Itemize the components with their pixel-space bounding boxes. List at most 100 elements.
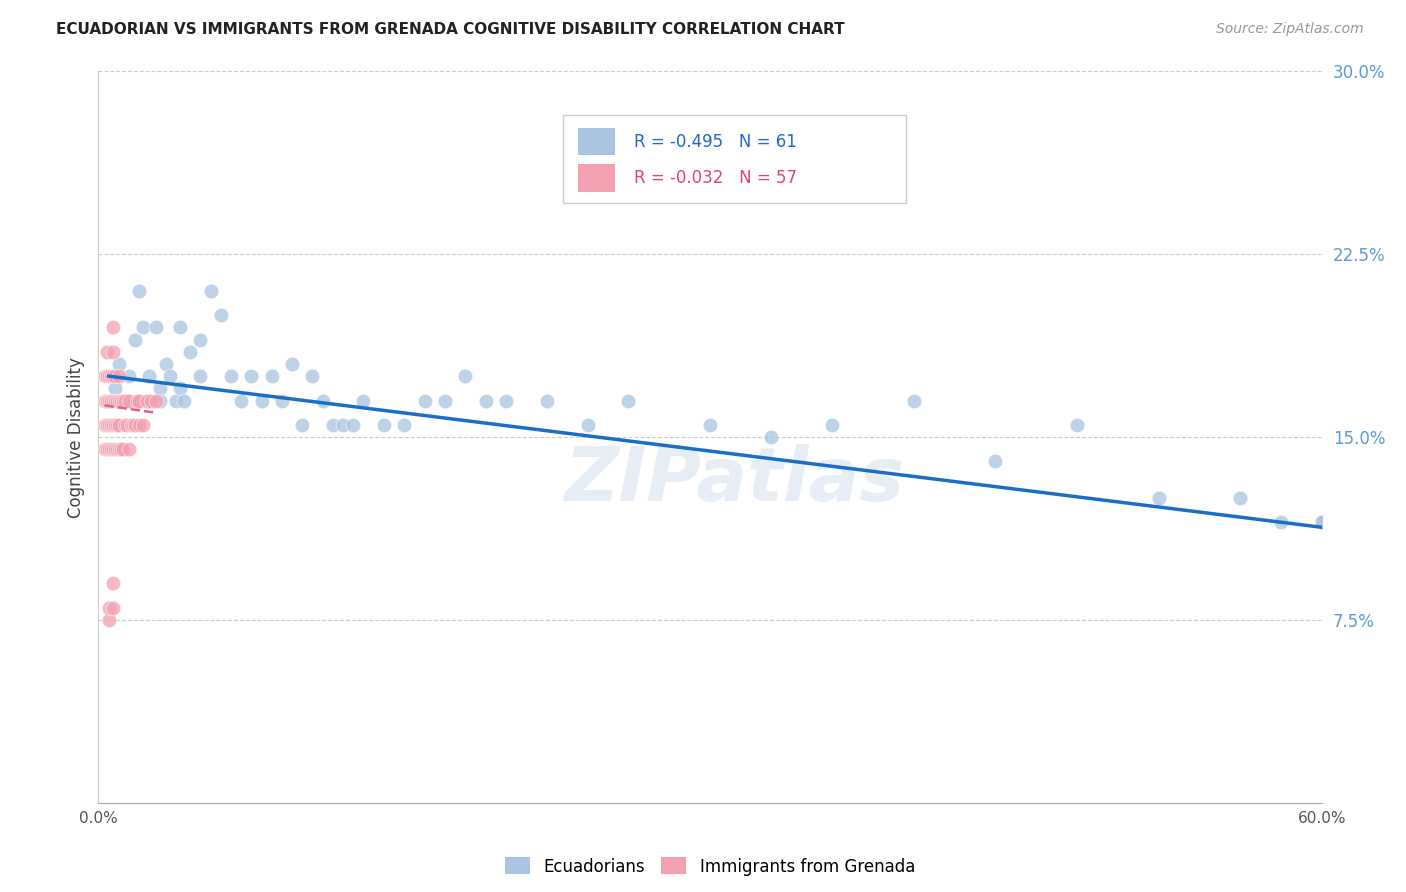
- Point: [1270, 516, 1292, 530]
- Point: [240, 369, 263, 384]
- Point: [145, 393, 167, 408]
- Point: [352, 393, 374, 408]
- Point: [124, 417, 146, 432]
- Point: [97, 369, 120, 384]
- Point: [821, 417, 844, 432]
- Point: [165, 393, 187, 408]
- Point: [200, 284, 222, 298]
- Point: [118, 369, 141, 384]
- Point: [96, 442, 118, 457]
- Point: [111, 442, 134, 457]
- Point: [128, 417, 150, 432]
- Point: [111, 393, 134, 408]
- Point: [169, 381, 191, 395]
- Point: [115, 417, 138, 432]
- Point: [110, 442, 132, 457]
- Point: [159, 369, 181, 384]
- Point: [97, 613, 120, 627]
- Point: [761, 430, 783, 444]
- Point: [101, 600, 124, 615]
- Point: [138, 369, 160, 384]
- Point: [373, 417, 395, 432]
- Point: [108, 357, 131, 371]
- Point: [120, 417, 142, 432]
- Point: [1229, 491, 1251, 505]
- Point: [128, 393, 150, 408]
- Point: [454, 369, 477, 384]
- Point: [101, 320, 124, 334]
- Point: [219, 369, 242, 384]
- Point: [96, 369, 118, 384]
- Point: [104, 381, 127, 395]
- Point: [322, 417, 344, 432]
- Point: [332, 417, 354, 432]
- Point: [188, 369, 212, 384]
- Point: [101, 417, 124, 432]
- Point: [100, 417, 122, 432]
- Point: [101, 576, 124, 591]
- Point: [105, 393, 128, 408]
- Point: [93, 369, 115, 384]
- Text: R = -0.495   N = 61: R = -0.495 N = 61: [634, 133, 797, 151]
- Text: ZIPatlas: ZIPatlas: [564, 444, 904, 517]
- Point: [576, 417, 599, 432]
- Point: [101, 369, 124, 384]
- Point: [96, 417, 118, 432]
- Point: [105, 417, 128, 432]
- Point: [136, 393, 159, 408]
- Point: [104, 369, 127, 384]
- Point: [312, 393, 335, 408]
- Point: [1310, 516, 1333, 530]
- Point: [104, 417, 127, 432]
- Point: [93, 417, 115, 432]
- Point: [173, 393, 195, 408]
- Point: [188, 333, 212, 347]
- Point: [270, 393, 294, 408]
- Point: [114, 417, 136, 432]
- Text: R = -0.032   N = 57: R = -0.032 N = 57: [634, 169, 797, 187]
- Point: [118, 393, 141, 408]
- Point: [149, 381, 172, 395]
- Bar: [578, 164, 614, 192]
- Point: [141, 393, 163, 408]
- Point: [97, 600, 120, 615]
- Point: [132, 417, 155, 432]
- Point: [105, 442, 128, 457]
- Point: [104, 393, 127, 408]
- Point: [281, 357, 304, 371]
- Point: [169, 320, 191, 334]
- Point: [108, 417, 131, 432]
- Point: [495, 393, 517, 408]
- Point: [231, 393, 253, 408]
- Point: [155, 357, 177, 371]
- Point: [342, 417, 364, 432]
- Point: [1147, 491, 1170, 505]
- Point: [100, 369, 122, 384]
- Point: [97, 442, 120, 457]
- Point: [138, 393, 160, 408]
- FancyBboxPatch shape: [564, 115, 905, 203]
- Point: [127, 393, 149, 408]
- Point: [903, 393, 925, 408]
- Point: [128, 284, 150, 298]
- Point: [97, 417, 120, 432]
- Point: [93, 393, 115, 408]
- Point: [111, 393, 134, 408]
- Point: [984, 454, 1007, 468]
- Point: [128, 393, 150, 408]
- Point: [110, 393, 132, 408]
- Point: [209, 308, 232, 322]
- Point: [132, 320, 155, 334]
- Point: [101, 442, 124, 457]
- Point: [434, 393, 457, 408]
- Text: ECUADORIAN VS IMMIGRANTS FROM GRENADA COGNITIVE DISABILITY CORRELATION CHART: ECUADORIAN VS IMMIGRANTS FROM GRENADA CO…: [56, 22, 845, 37]
- Point: [124, 333, 146, 347]
- Point: [97, 393, 120, 408]
- Point: [108, 369, 131, 384]
- Point: [104, 442, 127, 457]
- Point: [118, 393, 141, 408]
- Point: [179, 344, 201, 359]
- Point: [474, 393, 498, 408]
- Point: [101, 393, 124, 408]
- Point: [114, 393, 136, 408]
